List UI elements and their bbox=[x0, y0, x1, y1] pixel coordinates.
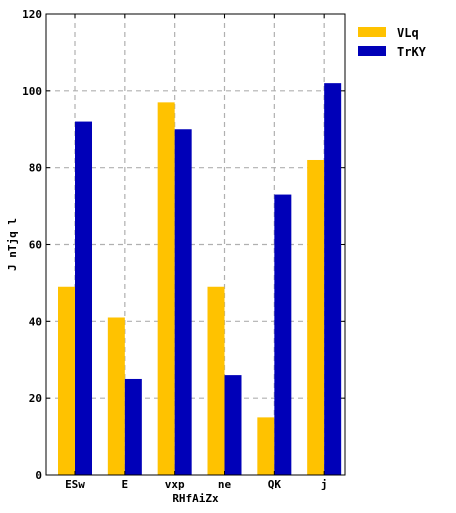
legend-label-VLq: VLq bbox=[397, 26, 419, 40]
bar-VLq-ESw bbox=[58, 286, 75, 475]
bar-VLq-vxp bbox=[157, 102, 175, 475]
legend-swatch-VLq bbox=[358, 27, 386, 37]
bar-VLq-ne bbox=[207, 286, 225, 475]
y-tick-label: 120 bbox=[22, 8, 42, 21]
y-tick-label: 0 bbox=[35, 469, 42, 482]
x-tick-label: QK bbox=[268, 478, 282, 491]
x-axis-label: RHfAiZx bbox=[172, 492, 219, 505]
legend-label-TrKY: TrKY bbox=[397, 45, 427, 59]
y-tick-label: 40 bbox=[29, 315, 42, 328]
bars bbox=[58, 83, 342, 476]
bar-VLq-E bbox=[107, 317, 125, 475]
x-tick-label: ESw bbox=[65, 478, 85, 491]
y-tick-label: 80 bbox=[29, 162, 42, 175]
y-tick-label: 60 bbox=[29, 239, 42, 252]
bar-TrKY-QK bbox=[274, 194, 292, 475]
y-axis-label: J nTjq l bbox=[6, 218, 19, 271]
x-tick-label: E bbox=[122, 478, 129, 491]
bar-VLq-QK bbox=[257, 417, 275, 475]
bar-TrKY-E bbox=[124, 378, 142, 475]
x-tick-label: ne bbox=[218, 478, 232, 491]
y-tick-label: 100 bbox=[22, 85, 42, 98]
x-tick-label: vxp bbox=[165, 478, 185, 491]
legend-swatch-TrKY bbox=[358, 46, 386, 56]
x-tick-label: j bbox=[321, 478, 328, 491]
legend: VLq TrKY bbox=[358, 26, 427, 59]
y-tick-label: 20 bbox=[29, 392, 42, 405]
bar-TrKY-ne bbox=[224, 375, 242, 475]
bar-TrKY-j bbox=[324, 83, 342, 476]
bar-TrKY-ESw bbox=[75, 121, 92, 476]
bar-TrKY-vxp bbox=[174, 129, 192, 475]
bar-VLq-j bbox=[307, 159, 325, 475]
